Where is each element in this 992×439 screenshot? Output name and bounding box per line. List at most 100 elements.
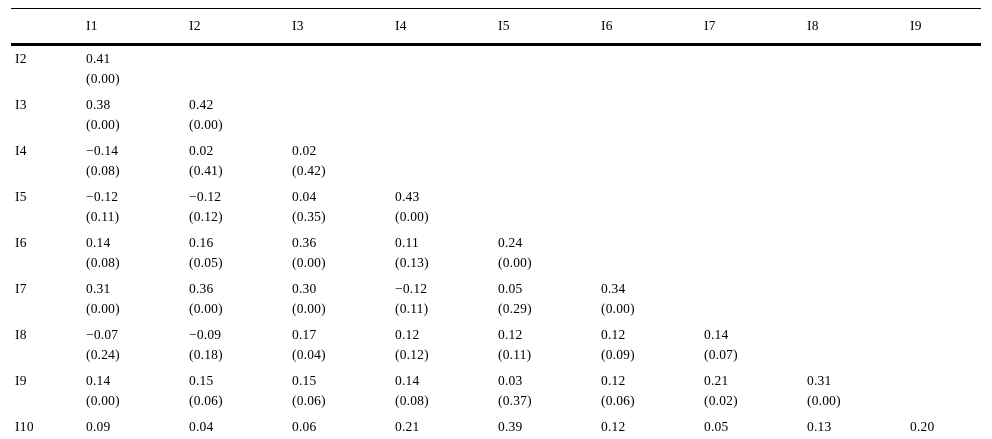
- table-cell: 0.43 (0.00): [395, 184, 498, 230]
- p-value: (0.11): [498, 347, 532, 362]
- table-cell: 0.12 (0.11): [498, 322, 601, 368]
- p-value: (0.12): [395, 347, 429, 362]
- empty-table-cell: [807, 184, 910, 230]
- p-value: (0.00): [189, 117, 223, 132]
- table-cell: −0.12 (0.11): [395, 276, 498, 322]
- column-header: I7: [704, 8, 807, 46]
- correlation-value: 0.04: [189, 419, 214, 434]
- correlation-value: 0.14: [704, 327, 729, 342]
- correlation-value: −0.14: [86, 143, 119, 158]
- correlation-value: 0.30: [292, 281, 317, 296]
- empty-table-cell: [395, 92, 498, 138]
- p-value: (0.13): [395, 255, 429, 270]
- table-cell: 0.36 (0.00): [292, 230, 395, 276]
- table-cell: 0.12 (0.12): [395, 322, 498, 368]
- table-cell: 0.11 (0.13): [395, 230, 498, 276]
- corner-header-cell: [11, 8, 86, 46]
- p-value: (0.41): [189, 163, 223, 178]
- table-row: I6 0.14 (0.08) 0.16 (0.05) 0.36 (0.00) 0.11 (0.1…: [11, 230, 981, 276]
- empty-table-cell: [704, 230, 807, 276]
- table-cell: 0.12 (0.06): [601, 368, 704, 414]
- correlation-value: 0.12: [601, 327, 626, 342]
- p-value: (0.00): [189, 301, 223, 316]
- p-value: (0.18): [189, 347, 223, 362]
- empty-table-cell: [704, 138, 807, 184]
- table-cell: 0.31 (0.00): [807, 368, 910, 414]
- table-row: I8 −0.07 (0.24) −0.09 (0.18) 0.17 (0.04) 0.12 (0…: [11, 322, 981, 368]
- empty-table-cell: [189, 45, 292, 93]
- p-value: (0.37): [498, 393, 532, 408]
- correlation-value: 0.05: [704, 419, 729, 434]
- empty-table-cell: [704, 45, 807, 93]
- table-cell: 0.17 (0.04): [292, 322, 395, 368]
- row-label: I9: [15, 373, 27, 388]
- correlation-value: 0.39: [498, 419, 523, 434]
- table-cell: −0.07 (0.24): [86, 322, 189, 368]
- column-header: I5: [498, 8, 601, 46]
- p-value: (0.29): [498, 301, 532, 316]
- p-value: (0.09): [601, 347, 635, 362]
- table-cell: 0.13(0.09): [807, 414, 910, 439]
- correlation-value: 0.09: [86, 419, 111, 434]
- empty-table-cell: [498, 138, 601, 184]
- table-row: I4 −0.14 (0.08) 0.02 (0.41) 0.02 (0.42): [11, 138, 981, 184]
- table-cell: 0.30 (0.00): [292, 276, 395, 322]
- correlation-value: 0.02: [189, 143, 214, 158]
- empty-table-cell: [807, 92, 910, 138]
- correlation-value: 0.11: [395, 235, 419, 250]
- column-header: I3: [292, 8, 395, 46]
- correlation-value: −0.12: [86, 189, 119, 204]
- table-cell: 0.34 (0.00): [601, 276, 704, 322]
- p-value: (0.00): [86, 301, 120, 316]
- column-header: I1: [86, 8, 189, 46]
- column-header: I8: [807, 8, 910, 46]
- row-label: I8: [15, 327, 27, 342]
- row-label: I5: [15, 189, 27, 204]
- empty-table-cell: [910, 45, 981, 93]
- correlation-value: 0.12: [601, 419, 626, 434]
- table-cell: 0.14 (0.08): [86, 230, 189, 276]
- p-value: (0.06): [292, 393, 326, 408]
- empty-table-cell: [910, 230, 981, 276]
- correlation-value: 0.12: [395, 327, 420, 342]
- table-cell: 0.06(0.25): [292, 414, 395, 439]
- table-row: I3 0.38 (0.00) 0.42 (0.00): [11, 92, 981, 138]
- correlation-value: 0.17: [292, 327, 317, 342]
- empty-table-cell: [292, 92, 395, 138]
- empty-table-cell: [807, 230, 910, 276]
- empty-table-cell: [601, 138, 704, 184]
- p-value: (0.08): [395, 393, 429, 408]
- table-cell: 0.03 (0.37): [498, 368, 601, 414]
- row-label: I4: [15, 143, 27, 158]
- correlation-table: I1 I2 I3 I4 I5 I6 I7 I8 I9 I2 0.41 (0.00) I3 0.38 (0.…: [11, 8, 981, 439]
- correlation-value: 0.14: [395, 373, 420, 388]
- p-value: (0.08): [86, 255, 120, 270]
- table-cell: 0.14 (0.00): [86, 368, 189, 414]
- empty-table-cell: [704, 184, 807, 230]
- table-cell: 0.21 (0.02): [704, 368, 807, 414]
- table-header: I1 I2 I3 I4 I5 I6 I7 I8 I9: [11, 8, 981, 46]
- empty-table-cell: [910, 184, 981, 230]
- p-value: (0.00): [86, 117, 120, 132]
- p-value: (0.06): [601, 393, 635, 408]
- correlation-value: 0.43: [395, 189, 420, 204]
- p-value: (0.42): [292, 163, 326, 178]
- table-body: I2 0.41 (0.00) I3 0.38 (0.00) 0.42 (0.00) I4 −0.1…: [11, 45, 981, 439]
- p-value: (0.11): [86, 209, 120, 224]
- table-cell: 0.12 (0.09): [601, 322, 704, 368]
- table-row: I5 −0.12 (0.11) −0.12 (0.12) 0.04 (0.35) 0.43 (0…: [11, 184, 981, 230]
- correlation-value: 0.34: [601, 281, 626, 296]
- p-value: (0.00): [807, 393, 841, 408]
- table-cell: −0.12 (0.11): [86, 184, 189, 230]
- row-label: I3: [15, 97, 27, 112]
- correlation-value: −0.12: [189, 189, 222, 204]
- p-value: (0.35): [292, 209, 326, 224]
- table-cell: 0.05 (0.29): [498, 276, 601, 322]
- empty-table-cell: [910, 92, 981, 138]
- correlation-value: 0.02: [292, 143, 317, 158]
- table-cell: 0.36 (0.00): [189, 276, 292, 322]
- p-value: (0.12): [189, 209, 223, 224]
- p-value: (0.24): [86, 347, 120, 362]
- p-value: (0.05): [189, 255, 223, 270]
- table-cell: 0.41 (0.00): [86, 45, 189, 93]
